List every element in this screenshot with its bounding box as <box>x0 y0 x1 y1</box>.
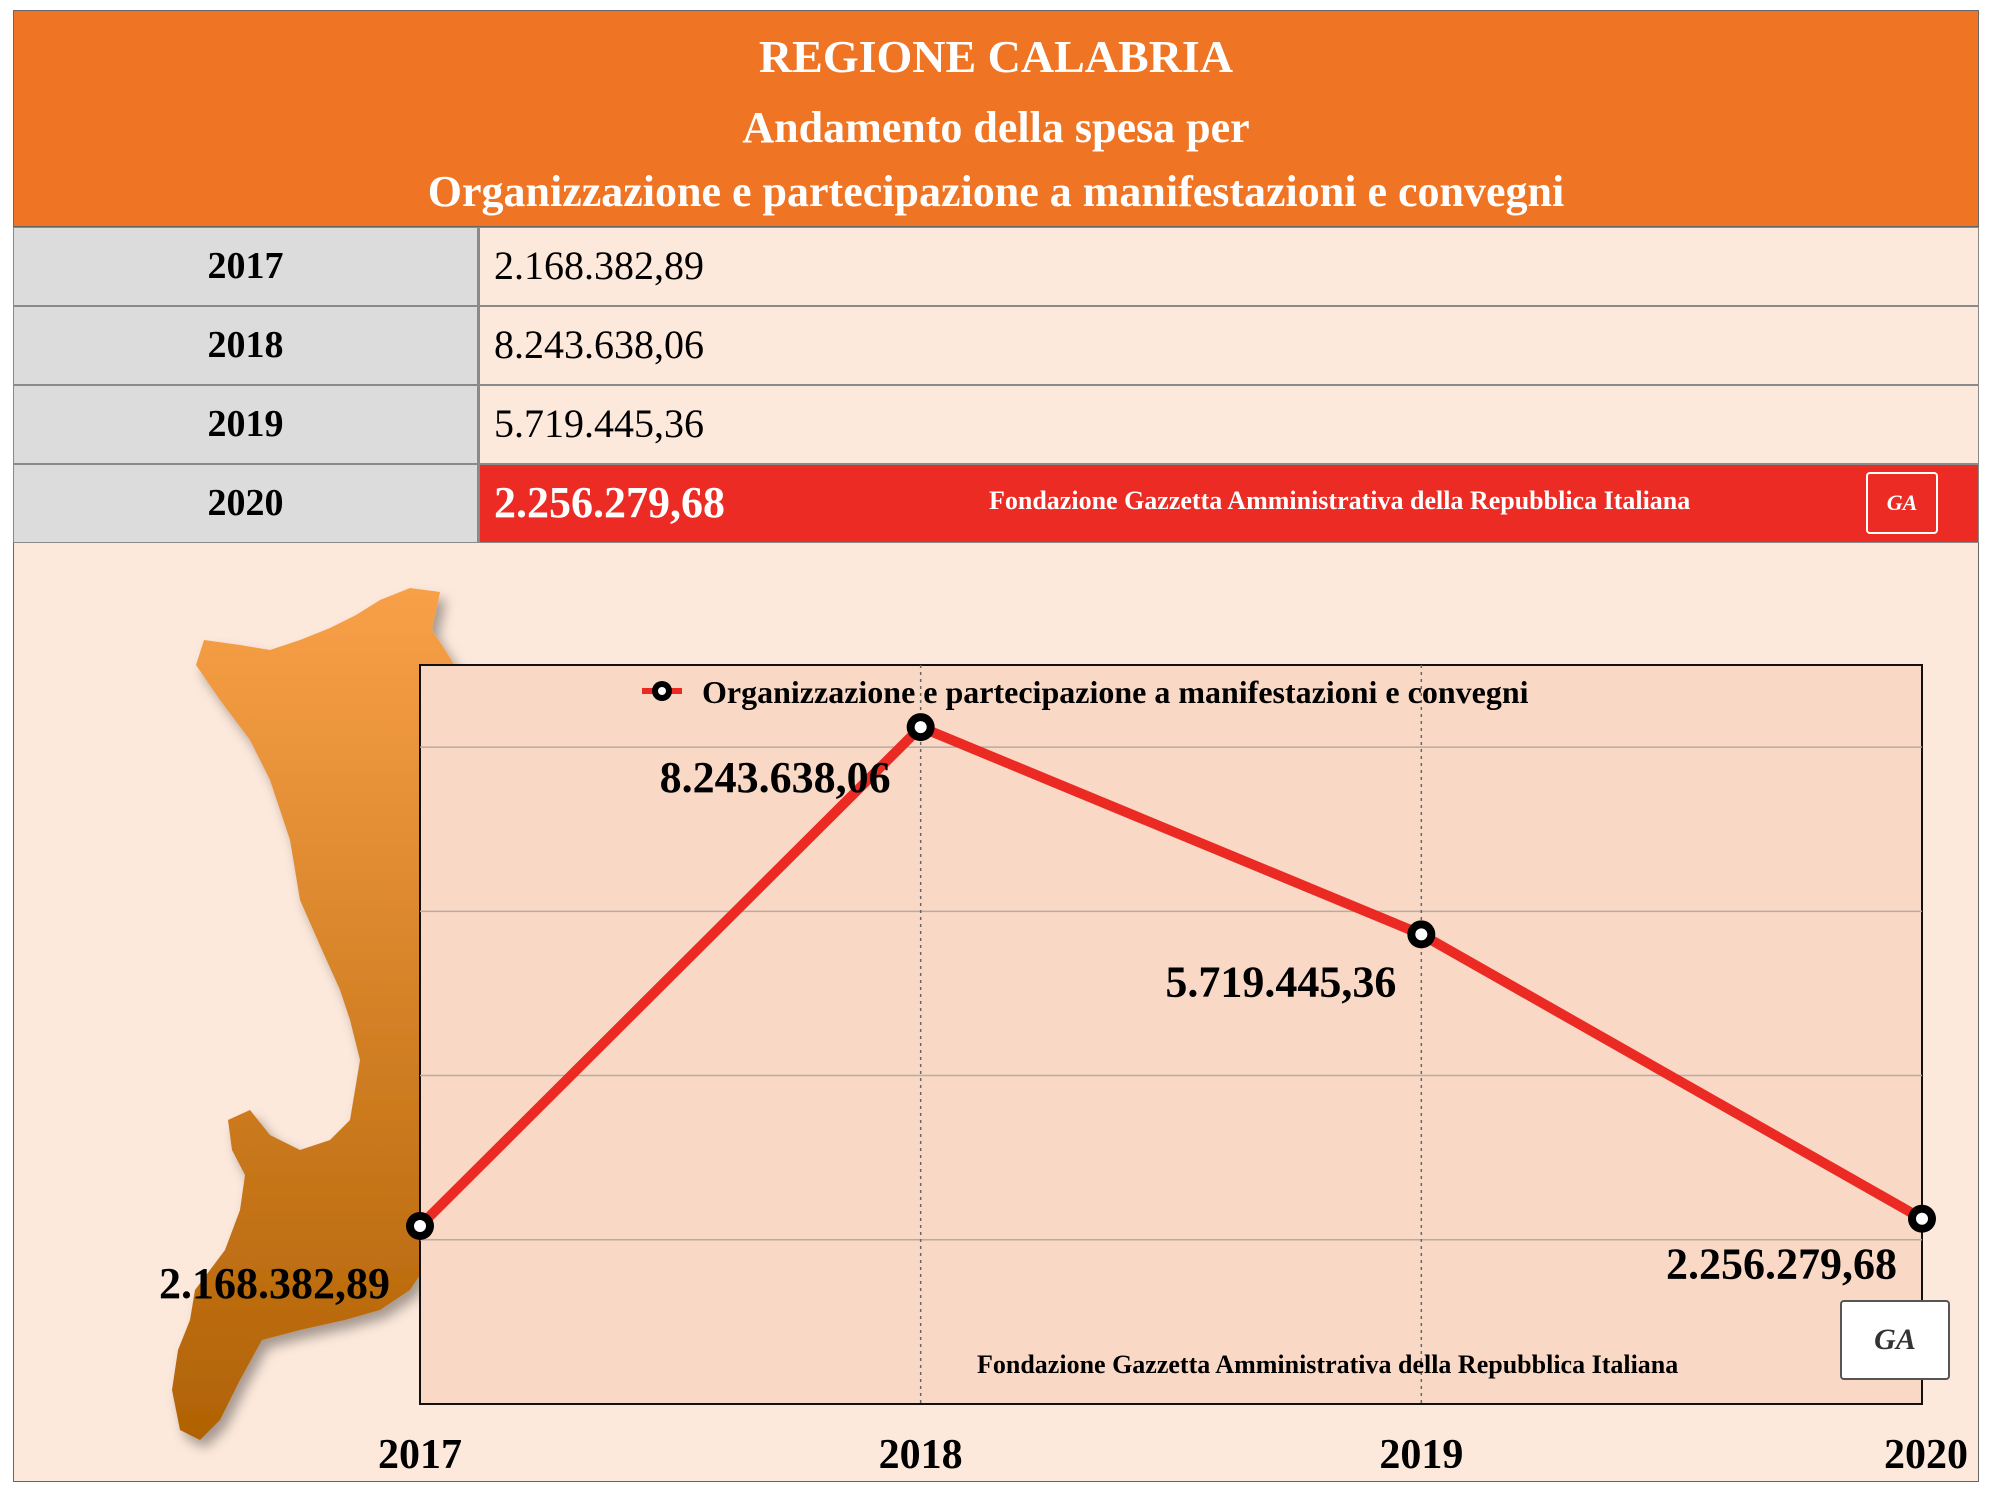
table-footer-credit: Fondazione Gazzetta Amministrativa della… <box>989 486 1691 515</box>
table-row-highlight: 2020 2.256.279,68 Fondazione Gazzetta Am… <box>13 464 1979 543</box>
data-label: 2.168.382,89 <box>159 1259 390 1308</box>
header-title: REGIONE CALABRIA <box>758 31 1234 82</box>
data-label: 5.719.445,36 <box>1165 957 1396 1006</box>
table-row: 2018 8.243.638,06 <box>13 306 1979 385</box>
data-point-center <box>1916 1212 1928 1225</box>
series-line <box>416 722 1925 1230</box>
seal-logo-icon: GA <box>1840 1300 1950 1380</box>
plot-background <box>419 664 1923 1405</box>
table-value: 5.719.445,36 <box>478 385 1979 464</box>
table-row: 2017 2.168.382,89 <box>13 227 1979 306</box>
table-value: 8.243.638,06 <box>478 306 1979 385</box>
x-tick-label: 2017 <box>378 1432 462 1478</box>
table-year: 2017 <box>13 227 478 306</box>
data-label: 8.243.638,06 <box>660 753 891 802</box>
data-point-center <box>414 1219 426 1232</box>
legend-label: Organizzazione e partecipazione a manife… <box>702 674 1529 710</box>
header-category: Organizzazione e partecipazione a manife… <box>427 167 1565 216</box>
x-tick-label: 2019 <box>1379 1432 1463 1478</box>
data-point-center <box>914 721 927 734</box>
table-year: 2019 <box>13 385 478 464</box>
chart-footer-credit: Fondazione Gazzetta Amministrativa della… <box>977 1350 1679 1379</box>
header-subtitle: Andamento della spesa per <box>742 103 1250 152</box>
seal-logo-icon: GA <box>1866 472 1938 534</box>
table-year: 2018 <box>13 306 478 385</box>
header-banner: REGIONE CALABRIA Andamento della spesa p… <box>13 10 1979 227</box>
table-year: 2020 <box>13 464 478 543</box>
table-row: 2019 5.719.445,36 <box>13 385 1979 464</box>
table-value: 2.168.382,89 <box>478 227 1979 306</box>
plot-area: 2.168.382,89 8.243.638,06 5.719.445,36 2.25… <box>159 664 1968 1478</box>
x-tick-label: 2018 <box>879 1432 963 1478</box>
x-tick-label: 2020 <box>1884 1432 1968 1478</box>
legend-marker-center <box>658 687 666 695</box>
data-label: 2.256.279,68 <box>1666 1240 1897 1289</box>
table-value-highlight: 2.256.279,68 <box>478 464 1979 543</box>
data-point-center <box>1415 928 1428 941</box>
